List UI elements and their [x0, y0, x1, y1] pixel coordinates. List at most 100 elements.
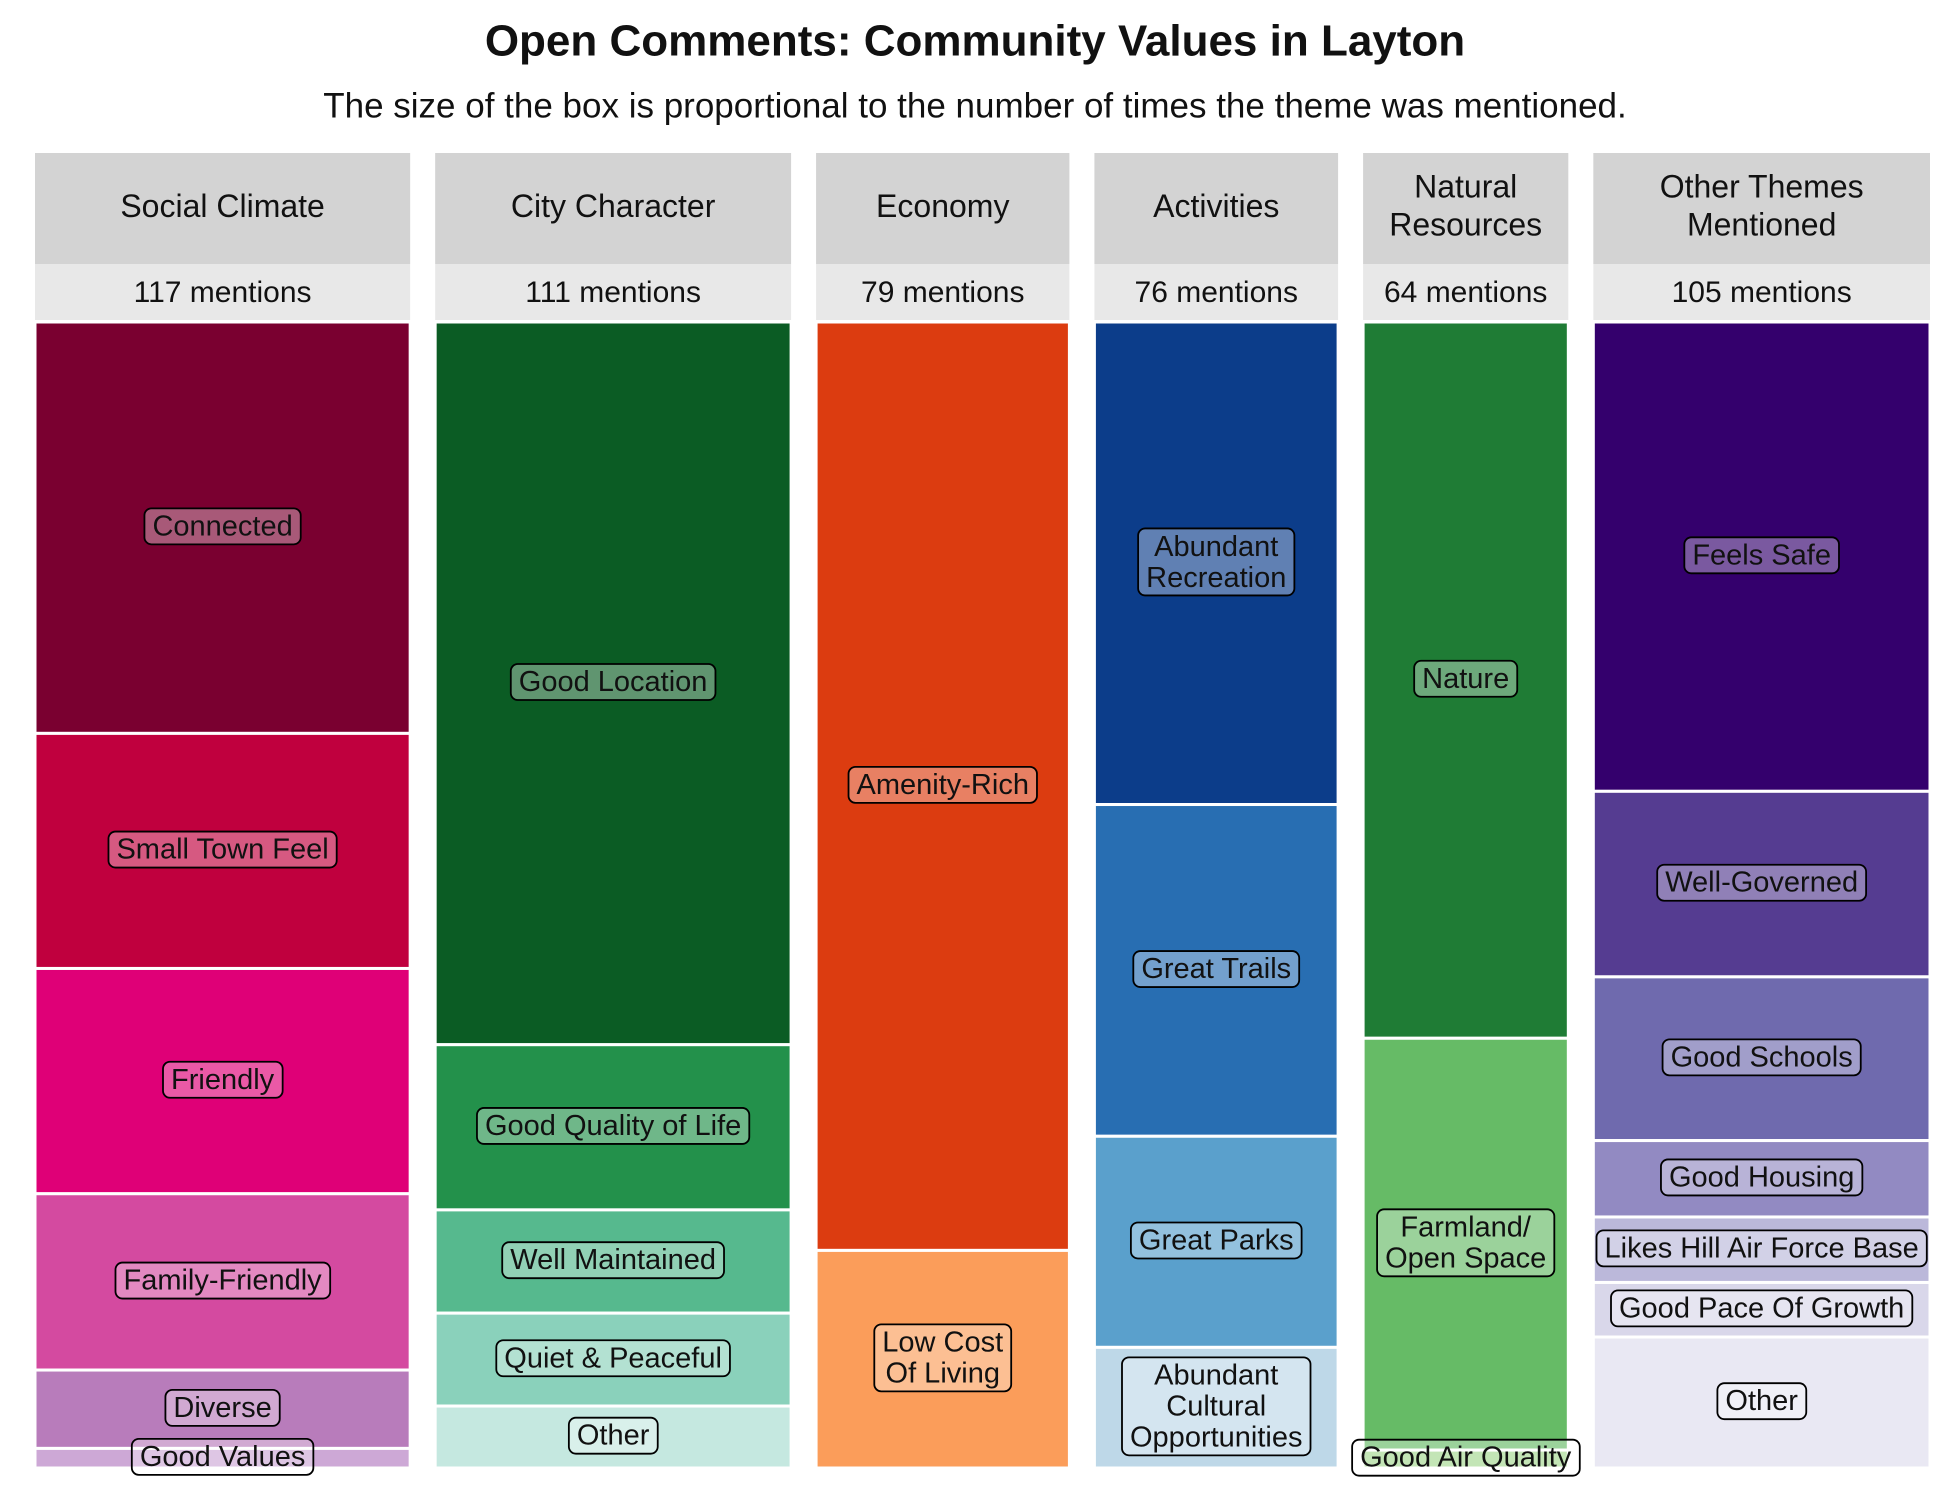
segment: [1092, 1345, 1340, 1470]
segment: [33, 966, 412, 1196]
segment-label-group: Friendly: [162, 1060, 284, 1099]
label-box: [1683, 536, 1840, 575]
label-box: [476, 1107, 751, 1145]
segment-label-group: Likes Hill Air Force Base: [1595, 1229, 1928, 1268]
mentions-band: [1094, 264, 1339, 320]
column-header: [435, 153, 792, 264]
column-header: [1593, 153, 1930, 264]
mentions-band: [435, 264, 792, 320]
segment: [433, 320, 793, 1047]
column-title: Activities: [1153, 188, 1279, 224]
label-box: [1351, 1438, 1581, 1477]
segment-label: Good Air Quality: [1360, 1442, 1572, 1474]
label-box: [1595, 1229, 1928, 1268]
label-box: [107, 830, 338, 869]
mentions-label: 111 mentions: [525, 276, 701, 309]
label-box: [1121, 1356, 1312, 1457]
column-header: [35, 153, 411, 264]
segment-label-group: Amenity-Rich: [847, 765, 1038, 804]
segment-label-group: Good Schools: [1661, 1038, 1862, 1077]
segment: [433, 1311, 793, 1408]
segment-label-group: Good Pace Of Growth: [1610, 1289, 1914, 1328]
mentions-label: 105 mentions: [1672, 276, 1852, 309]
segment-label: Great Parks: [1139, 1224, 1294, 1256]
label-box: [567, 1416, 659, 1455]
mentions-band: [816, 264, 1070, 320]
segment: [33, 1446, 412, 1470]
segment-label-group: Connected: [143, 507, 302, 546]
label-box: [1137, 527, 1296, 597]
column-title: Economy: [876, 188, 1009, 224]
segment-label: Other: [577, 1420, 650, 1452]
segment-label: Abundant Recreation: [1146, 530, 1286, 593]
segment: [1591, 1335, 1932, 1470]
segment: [33, 1192, 412, 1372]
segment-label: Low Cost Of Living: [882, 1326, 1003, 1389]
label-box: [114, 1261, 332, 1300]
segment-label: Great Trails: [1141, 953, 1291, 985]
segment-label-group: Well Maintained: [501, 1241, 725, 1280]
mentions-label: 79 mentions: [861, 276, 1024, 309]
label-box: [1413, 659, 1519, 698]
label-box: [509, 663, 717, 701]
label-box: [164, 1388, 281, 1427]
mentions-label: 76 mentions: [1135, 276, 1298, 309]
segment: [1361, 1448, 1570, 1470]
segment: [433, 1208, 793, 1315]
segment-label: Good Schools: [1671, 1041, 1853, 1073]
label-box: [1132, 950, 1301, 988]
column-title: Social Climate: [120, 188, 325, 224]
segment: [814, 320, 1071, 1252]
segment-label: Likes Hill Air Force Base: [1605, 1232, 1919, 1264]
segment-label-group: Good Location: [509, 663, 717, 701]
segment-label-group: Abundant Recreation: [1137, 527, 1296, 597]
segment-label: Abundant Cultural Opportunities: [1130, 1359, 1303, 1453]
segment-label-group: Low Cost Of Living: [873, 1323, 1013, 1393]
column-title: Natural Resources: [1389, 169, 1542, 243]
column-header: [1363, 153, 1569, 264]
segment: [1591, 975, 1932, 1143]
segment-label: Amenity-Rich: [857, 769, 1029, 801]
column-header: [816, 153, 1070, 264]
segment-label: Feels Safe: [1692, 539, 1831, 571]
segment-label-group: Good Quality of Life: [476, 1107, 751, 1145]
segment-label: Family-Friendly: [123, 1265, 322, 1297]
segment-label: Diverse: [173, 1392, 271, 1424]
column-header: [1094, 153, 1339, 264]
label-box: [162, 1060, 284, 1099]
label-box: [1376, 1208, 1556, 1278]
label-box: [1660, 1158, 1864, 1197]
label-box: [130, 1437, 315, 1476]
label-box: [873, 1323, 1013, 1393]
segment-label-group: Feels Safe: [1683, 536, 1840, 575]
label-box: [1610, 1289, 1914, 1328]
column-title: City Character: [511, 188, 716, 224]
segment-label-group: Good Air Quality: [1351, 1438, 1581, 1477]
label-box: [1661, 1038, 1862, 1077]
segment-label-group: Nature: [1413, 659, 1519, 698]
segment-label: Good Housing: [1669, 1161, 1854, 1193]
segment-label: Friendly: [171, 1064, 275, 1096]
segment: [1361, 320, 1570, 1040]
segment-label-group: Small Town Feel: [107, 830, 338, 869]
segment: [1591, 320, 1932, 793]
segment-label-group: Diverse: [164, 1388, 281, 1427]
segment-label: Farmland/Open Space: [1385, 1211, 1546, 1274]
label-box: [1656, 863, 1868, 902]
segment-label-group: Well-Governed: [1656, 863, 1868, 902]
segment-label: Well Maintained: [510, 1244, 716, 1276]
segment: [33, 731, 412, 970]
segment-label: Good Quality of Life: [485, 1110, 741, 1142]
label-box: [143, 507, 302, 546]
segment: [433, 1043, 793, 1212]
segment-label-group: Quiet & Peaceful: [495, 1339, 731, 1378]
label-box: [495, 1339, 731, 1378]
segment: [433, 1404, 793, 1470]
segment: [33, 1368, 412, 1450]
segment-label-group: Great Trails: [1132, 950, 1301, 988]
segment-label: Connected: [152, 510, 292, 542]
segment-label: Well-Governed: [1665, 867, 1858, 899]
segment-label: Other: [1725, 1385, 1798, 1417]
segment-label: Good Values: [140, 1441, 306, 1473]
